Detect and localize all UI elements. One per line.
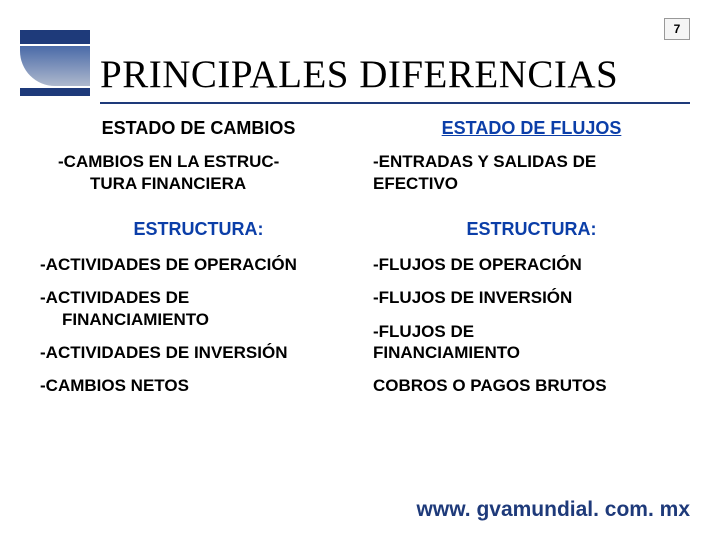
column-estado-de-flujos: ESTADO DE FLUJOS -ENTRADAS Y SALIDAS DE … (365, 118, 690, 408)
right-item-operacion: -FLUJOS DE OPERACIÓN (373, 254, 690, 275)
page-title: PRINCIPALES DIFERENCIAS (100, 52, 618, 97)
footer-url: www. gvamundial. com. mx (417, 498, 690, 522)
left-item-financiamiento: -ACTIVIDADES DE FINANCIAMIENTO (40, 287, 357, 330)
right-item-cobros: COBROS O PAGOS BRUTOS (373, 375, 690, 396)
comparison-content: ESTADO DE CAMBIOS -CAMBIOS EN LA ESTRUC-… (40, 118, 690, 408)
left-heading: ESTADO DE CAMBIOS (40, 118, 357, 139)
left-subheading: -CAMBIOS EN LA ESTRUC- TURA FINANCIERA (40, 151, 357, 195)
right-item-financiamiento-l2: FINANCIAMIENTO (373, 343, 520, 362)
left-sub-line1: -CAMBIOS EN LA ESTRUC- (58, 152, 279, 171)
right-sub-line1: -ENTRADAS Y SALIDAS DE (373, 152, 596, 171)
column-estado-de-cambios: ESTADO DE CAMBIOS -CAMBIOS EN LA ESTRUC-… (40, 118, 365, 408)
title-underline (100, 102, 690, 104)
left-item-financiamiento-l1: -ACTIVIDADES DE (40, 288, 189, 307)
right-item-financiamiento: -FLUJOS DE FINANCIAMIENTO (373, 321, 690, 364)
right-structura-label: ESTRUCTURA: (373, 219, 690, 240)
left-structura-label: ESTRUCTURA: (40, 219, 357, 240)
right-sub-line2: EFECTIVO (373, 174, 458, 193)
page-number-badge: 7 (664, 18, 690, 40)
right-heading: ESTADO DE FLUJOS (373, 118, 690, 139)
left-item-operacion: -ACTIVIDADES DE OPERACIÓN (40, 254, 357, 275)
left-item-cambios-netos: -CAMBIOS NETOS (40, 375, 357, 396)
left-item-financiamiento-l2: FINANCIAMIENTO (40, 310, 209, 329)
left-item-inversion: -ACTIVIDADES DE INVERSIÓN (40, 342, 357, 363)
brand-logo (20, 30, 90, 98)
left-sub-line2: TURA FINANCIERA (58, 174, 246, 193)
right-subheading: -ENTRADAS Y SALIDAS DE EFECTIVO (373, 151, 690, 195)
right-item-inversion: -FLUJOS DE INVERSIÓN (373, 287, 690, 308)
right-item-financiamiento-l1: -FLUJOS DE (373, 322, 474, 341)
